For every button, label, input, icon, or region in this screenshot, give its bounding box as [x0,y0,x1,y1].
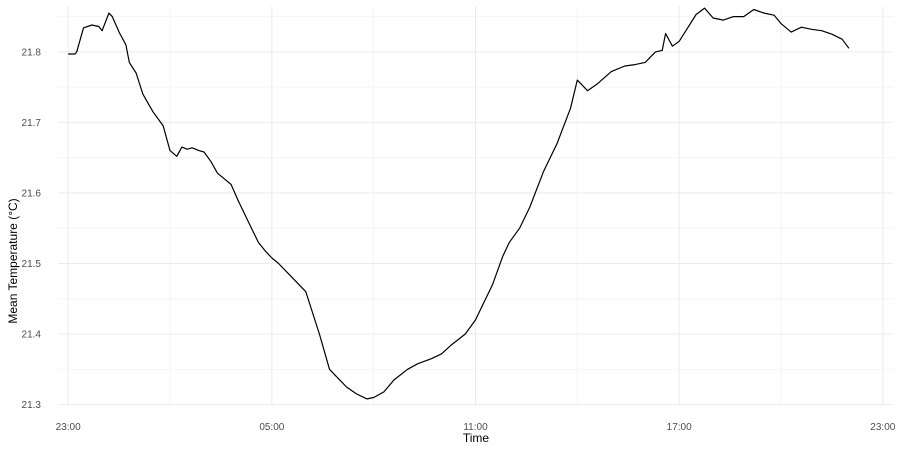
x-tick-label: 05:00 [259,422,284,433]
y-axis-title: Mean Temperature (°C) [6,198,20,323]
x-tick-label: 11:00 [463,422,488,433]
temperature-series-line [68,7,850,400]
x-tick-label: 17:00 [667,422,692,433]
y-tick-label: 21.6 [22,188,42,199]
major-gridlines [58,6,893,406]
y-tick-label: 21.8 [22,47,42,58]
y-tick-label: 21.4 [22,330,42,341]
y-tick-label: 21.7 [22,118,42,129]
y-tick-label: 21.3 [22,400,42,411]
y-axis-ticks: 21.3 21.4 21.5 21.6 21.7 21.8 [22,47,42,411]
x-tick-label: 23:00 [870,422,895,433]
y-tick-label: 21.5 [22,259,42,270]
x-axis-title: Time [463,431,490,445]
x-tick-label: 23:00 [56,422,81,433]
x-axis-ticks: 23:00 05:00 11:00 17:00 23:00 [56,422,896,433]
